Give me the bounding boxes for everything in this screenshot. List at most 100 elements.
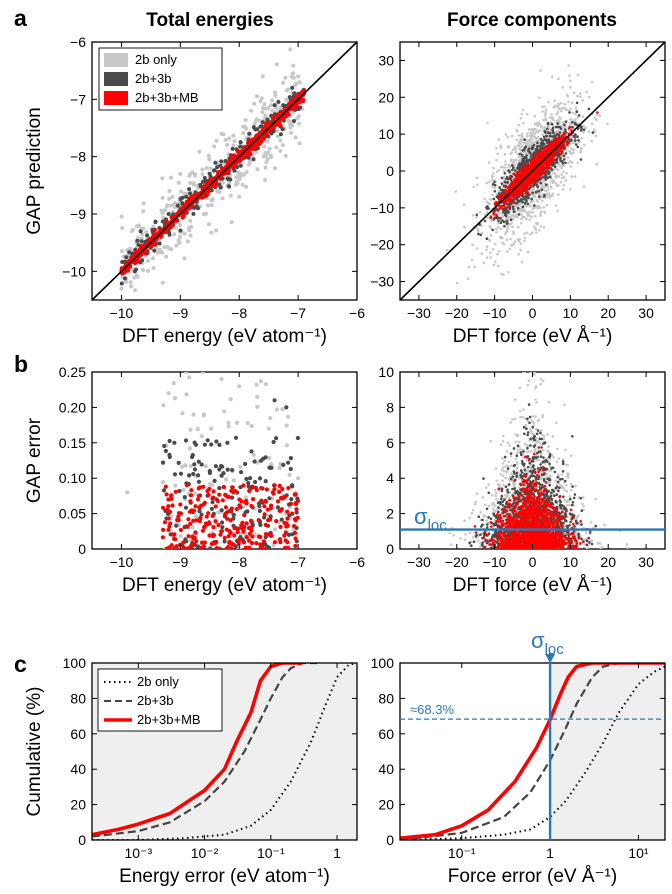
point-2b-3b-mb (537, 177, 540, 180)
point-2b-only (200, 167, 205, 172)
point-2b-only (467, 265, 471, 269)
point-2b-only (223, 137, 228, 142)
point-2b-3b-mb (551, 146, 554, 150)
point-2b-only (176, 180, 181, 185)
point-2b-only (243, 495, 248, 500)
point-2b-only (493, 186, 497, 190)
point-2b-3b-mb (277, 122, 282, 128)
point-2b-only (488, 161, 491, 164)
point-2b-3b (587, 107, 591, 111)
point-2b-only (475, 247, 479, 250)
point-2b-3b-mb (181, 214, 186, 219)
point-2b-only (541, 110, 544, 113)
point-2b-only (260, 74, 265, 79)
point-2b-3b (531, 191, 534, 195)
point-2b-only (485, 248, 488, 252)
point-2b-only (535, 221, 538, 225)
point-2b-3b (268, 514, 273, 519)
point-2b-only (585, 90, 588, 94)
point-2b-only (508, 247, 511, 251)
point-2b-only (569, 160, 572, 163)
point-2b-only (187, 228, 192, 233)
point-2b-only (569, 165, 573, 168)
point-2b-only (287, 472, 292, 477)
point-2b-only (140, 232, 145, 237)
point-2b-only (497, 225, 500, 229)
point-2b-3b-mb (502, 193, 506, 196)
point-2b-3b (548, 175, 552, 179)
point-2b-only (519, 203, 522, 207)
point-2b-only (542, 179, 545, 182)
point-2b-only (183, 463, 188, 468)
point-2b-3b-mb (516, 170, 519, 174)
point-2b-3b (479, 233, 483, 237)
point-2b-only (471, 214, 475, 217)
point-2b-3b (492, 218, 496, 221)
point-2b-only (206, 153, 211, 158)
point-2b-3b (517, 213, 521, 216)
point-2b-only (244, 170, 249, 175)
point-2b-3b (574, 122, 577, 125)
y-tick-label: −8 (70, 149, 86, 165)
point-2b-only (472, 185, 476, 189)
point-2b-3b (184, 194, 189, 199)
point-2b-3b-mb (283, 114, 288, 119)
point-2b-3b (292, 119, 296, 123)
point-2b-only (255, 94, 259, 99)
point-2b-3b-mb (248, 151, 253, 157)
point-2b-only (539, 69, 543, 72)
point-2b-3b-mb (547, 167, 550, 171)
point-2b-only (485, 211, 489, 214)
point-2b-3b (570, 138, 573, 142)
point-2b-3b-mb (552, 144, 556, 147)
point-2b-only (130, 227, 135, 232)
point-2b-only (466, 277, 470, 280)
point-2b-only (249, 423, 254, 429)
point-2b-only (557, 77, 560, 80)
point-2b-only (502, 175, 506, 179)
point-2b-3b (559, 157, 562, 160)
point-2b-only (506, 250, 509, 253)
point-2b-only (205, 203, 210, 208)
legend-swatch-mb (104, 91, 128, 105)
point-2b-only (222, 409, 227, 414)
point-2b-only (590, 139, 593, 143)
point-2b-3b (559, 159, 563, 163)
point-2b-only (566, 146, 570, 149)
point-2b-3b-mb (534, 181, 537, 185)
point-2b-only (274, 145, 279, 150)
point-2b-3b-mb (498, 204, 501, 208)
point-2b-3b-mb (546, 145, 550, 149)
point-2b-3b (202, 176, 207, 180)
point-2b-3b (564, 128, 567, 131)
point-2b-only (506, 135, 510, 139)
point-2b-only (574, 112, 577, 116)
point-2b-3b (227, 184, 231, 189)
point-2b-only (544, 111, 547, 114)
point-2b-only (549, 128, 552, 131)
point-2b-3b (525, 154, 528, 157)
point-2b-only (288, 47, 293, 52)
point-2b-only (570, 147, 573, 150)
point-2b-3b (537, 195, 541, 198)
x-tick-label: −30 (407, 305, 431, 321)
point-2b-3b (550, 164, 554, 167)
point-2b-3b (161, 488, 167, 493)
point-2b-only (245, 421, 250, 426)
point-2b-3b-mb (525, 180, 529, 184)
point-2b-3b (217, 486, 222, 491)
point-2b-only (595, 118, 598, 122)
point-2b-3b-mb (518, 169, 522, 173)
point-2b-only (237, 194, 242, 199)
point-2b-only (226, 420, 231, 425)
point-2b-only (531, 207, 535, 210)
point-2b-only (235, 181, 240, 185)
point-2b-only (488, 239, 492, 242)
point-2b-3b-mb (270, 126, 275, 131)
point-2b-only (596, 113, 599, 117)
point-2b-only (488, 202, 492, 205)
point-2b-only (262, 102, 267, 107)
point-2b-only (274, 62, 279, 67)
point-2b-only (231, 478, 236, 483)
point-2b-3b (532, 143, 536, 147)
